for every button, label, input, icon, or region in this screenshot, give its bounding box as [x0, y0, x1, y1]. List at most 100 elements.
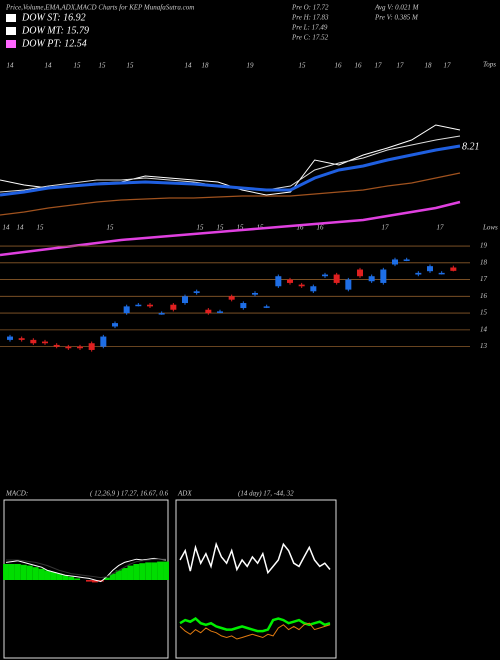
date-label: 14	[45, 62, 53, 70]
lows-label: Lows	[482, 224, 498, 232]
histogram-bar	[109, 573, 116, 580]
date-label: 16	[335, 62, 343, 70]
candle-body	[287, 279, 293, 283]
date-label: 16	[355, 62, 363, 70]
histogram-bar	[44, 570, 51, 580]
date-label: 14	[17, 224, 25, 232]
chart-title: Price,Volume,EMA,ADX,MACD Charts for KEP…	[5, 4, 194, 12]
candle-body	[275, 276, 282, 287]
histogram-bar	[38, 568, 45, 580]
candle-body	[380, 269, 387, 283]
y-tick-label: 17	[480, 275, 488, 283]
candle-body	[65, 346, 72, 349]
candle-body	[112, 323, 118, 327]
date-label: 16	[317, 224, 325, 232]
candle-body	[77, 346, 83, 349]
panel-subtitle: ( 12,26,9 ) 17.27, 16.67, 0.6	[90, 490, 169, 498]
info-text: Pre V: 0.385 M	[374, 14, 419, 22]
date-label: 16	[297, 224, 305, 232]
date-label: 18	[425, 62, 433, 70]
candle-body	[18, 338, 25, 340]
info-text: Pre O: 17.72	[291, 4, 329, 12]
histogram-bar	[8, 564, 15, 580]
y-tick-label: 15	[480, 309, 488, 317]
candle-body	[170, 304, 177, 310]
date-label: 15	[74, 62, 82, 70]
date-label: 15	[107, 224, 115, 232]
candle-body	[100, 336, 107, 347]
date-label: 14	[185, 62, 193, 70]
ema-line	[0, 144, 461, 197]
histogram-bar	[74, 578, 81, 580]
legend-swatch	[6, 27, 16, 35]
y-tick-label: 18	[480, 258, 488, 266]
candle-body	[53, 344, 60, 347]
candle-body	[240, 303, 247, 309]
tops-label: Tops	[483, 61, 496, 69]
candle-body	[158, 313, 165, 315]
date-label: 17	[397, 62, 405, 70]
candle-body	[252, 292, 258, 295]
candle-body	[333, 274, 340, 283]
histogram-bar	[133, 564, 140, 580]
candle-body	[310, 286, 317, 292]
date-label: 19	[247, 62, 255, 70]
candle-body	[193, 291, 200, 293]
candle-body	[7, 336, 13, 340]
candle-body	[217, 311, 223, 313]
histogram-bar	[62, 575, 69, 580]
histogram-bar	[127, 565, 134, 580]
date-label: 18	[202, 62, 210, 70]
y-tick-label: 19	[480, 242, 488, 250]
candle-body	[135, 304, 142, 307]
legend-label: DOW PT: 12.54	[21, 38, 87, 49]
legend-label: DOW ST: 16.92	[21, 12, 86, 23]
date-label: 17	[444, 62, 452, 70]
info-text: Pre C: 17.52	[291, 34, 329, 42]
legend-label: DOW MT: 15.79	[21, 25, 89, 36]
date-label: 15	[99, 62, 107, 70]
candle-body	[357, 269, 363, 277]
date-label: 17	[382, 224, 390, 232]
adx-line	[179, 541, 331, 575]
histogram-bar	[103, 577, 110, 580]
candle-body	[182, 296, 188, 304]
info-text: Avg V: 0.021 M	[374, 4, 420, 12]
histogram-bar	[91, 580, 98, 583]
histogram-bar	[121, 568, 128, 580]
y-tick-label: 13	[480, 342, 488, 350]
date-label: 15	[127, 62, 135, 70]
date-label: 17	[375, 62, 383, 70]
histogram-bar	[115, 570, 122, 580]
candle-body	[147, 304, 153, 307]
candle-body	[438, 272, 445, 275]
ema-line	[0, 172, 461, 216]
histogram-bar	[139, 563, 146, 580]
candle-body	[123, 306, 130, 314]
info-text: Pre H: 17.83	[291, 14, 329, 22]
histogram-bar	[32, 567, 39, 580]
date-label: 15	[37, 224, 45, 232]
candle-body	[263, 306, 270, 308]
candle-body	[403, 259, 410, 261]
histogram-bar	[3, 564, 9, 580]
candle-body	[415, 272, 422, 275]
date-label: 15	[217, 224, 225, 232]
histogram-bar	[157, 561, 164, 580]
histogram-bar	[50, 572, 57, 580]
panel-title: ADX	[177, 490, 192, 498]
candle-body	[345, 279, 352, 290]
candle-body	[450, 267, 457, 271]
histogram-bar	[26, 565, 33, 580]
date-label: 17	[437, 224, 445, 232]
candle-body	[298, 284, 305, 287]
adx-line	[179, 616, 331, 633]
candle-body	[30, 339, 37, 344]
date-label: 15	[299, 62, 307, 70]
adx-line	[179, 622, 331, 640]
adx-frame	[175, 499, 337, 659]
annotation: 8.21	[462, 141, 480, 152]
panel-title: MACD:	[5, 490, 28, 498]
histogram-bar	[86, 580, 92, 582]
